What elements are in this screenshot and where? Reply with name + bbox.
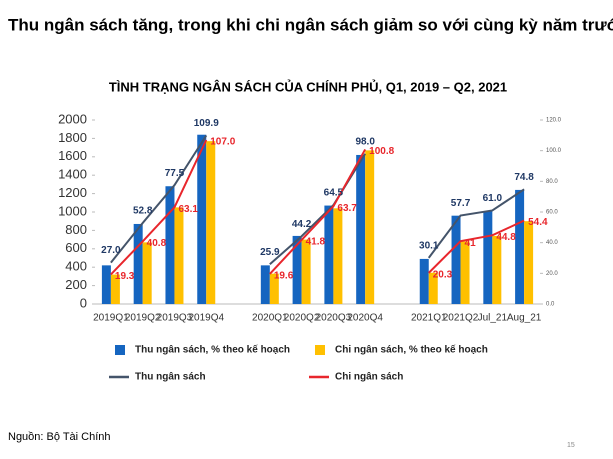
x-tick-label: 2019Q2: [125, 313, 161, 324]
x-tick-label: Aug_21: [507, 313, 542, 324]
line: [110, 139, 525, 276]
x-tick-label: 2019Q1: [93, 313, 129, 324]
y-tick-label: 1400: [58, 167, 87, 182]
data-label: 19.6: [274, 271, 294, 282]
chart-title: TÌNH TRẠNG NGÂN SÁCH CỦA CHÍNH PHỦ, Q1, …: [109, 79, 507, 94]
data-label: 44.8: [496, 232, 516, 243]
y-tick-label: 600: [65, 240, 87, 255]
y2-tick-label: 80.0: [546, 179, 558, 185]
y-tick-label: 200: [65, 277, 87, 292]
data-label: 41: [465, 238, 477, 249]
x-tick-label: 2019Q3: [157, 313, 193, 324]
bar: [451, 215, 461, 304]
data-label: 107.0: [210, 137, 235, 148]
data-label: 63.1: [178, 204, 198, 215]
bar: [460, 241, 470, 304]
data-label: 52.8: [133, 206, 153, 217]
data-label: 64.5: [324, 188, 344, 199]
data-label: 19.3: [115, 271, 135, 282]
slide-title: Thu ngân sách tăng, trong khi chi ngân s…: [8, 15, 613, 34]
bar: [206, 141, 216, 304]
data-label: 27.0: [101, 245, 121, 256]
page-number: 15: [567, 442, 575, 449]
legend-label: Thu ngân sách, % theo kế hoạch: [135, 344, 290, 356]
y2-tick-label: 100.0: [546, 148, 562, 154]
legend-label: Thu ngân sách: [135, 372, 206, 383]
x-tick-label: 2021Q2: [443, 313, 479, 324]
data-label: 41.8: [306, 237, 326, 248]
bar: [110, 274, 120, 304]
y-tick-label: 2000: [58, 111, 87, 126]
y-tick-label: 1000: [58, 203, 87, 218]
y-tick-label: 400: [65, 259, 87, 274]
bar: [356, 154, 366, 304]
bar: [301, 239, 311, 304]
data-label: 25.9: [260, 247, 280, 258]
x-tick-label: 2020Q4: [347, 313, 383, 324]
y2-tick-label: 120.0: [546, 118, 562, 124]
data-label: 20.3: [433, 270, 453, 281]
data-label: 77.5: [165, 168, 185, 179]
x-tick-label: 2020Q2: [284, 313, 320, 324]
legend-swatch: [115, 345, 125, 355]
y2-tick-label: 0.0: [546, 302, 555, 308]
data-label: 44.2: [292, 219, 312, 230]
bar: [428, 272, 438, 304]
data-label: 54.4: [528, 217, 548, 228]
bar: [142, 242, 152, 304]
bar: [269, 273, 279, 304]
data-label: 57.7: [451, 198, 471, 209]
data-label: 100.8: [369, 146, 394, 157]
bar: [524, 221, 534, 304]
bar: [483, 211, 493, 304]
y-tick-label: 0: [80, 295, 87, 310]
x-tick-label: 2021Q1: [411, 313, 447, 324]
bar: [292, 235, 302, 304]
y2-tick-label: 20.0: [546, 271, 558, 277]
legend-swatch: [315, 345, 325, 355]
y2-tick-label: 40.0: [546, 240, 558, 246]
x-tick-label: 2019Q4: [188, 313, 224, 324]
bar: [492, 235, 502, 304]
bar: [515, 189, 525, 304]
bar: [165, 186, 175, 304]
bar: [101, 265, 111, 304]
y-tick-label: 1600: [58, 148, 87, 163]
y-tick-label: 1200: [58, 185, 87, 200]
y-tick-label: 800: [65, 222, 87, 237]
data-label: 109.9: [194, 118, 219, 129]
bar: [133, 223, 143, 304]
x-tick-label: Jul_21: [478, 313, 508, 324]
y-tick-label: 1800: [58, 130, 87, 145]
data-label: 40.8: [147, 238, 167, 249]
x-tick-label: 2020Q3: [316, 313, 352, 324]
data-label: 98.0: [355, 136, 375, 147]
legend-label: Chi ngân sách, % theo kế hoạch: [335, 344, 488, 356]
legend-label: Chi ngân sách: [335, 372, 403, 383]
data-label: 74.8: [514, 172, 534, 183]
bar: [419, 258, 429, 304]
bar: [260, 265, 270, 304]
x-tick-label: 2020Q1: [252, 313, 288, 324]
data-label: 30.1: [419, 240, 439, 251]
bar: [324, 205, 334, 304]
bar: [174, 207, 184, 304]
source: Nguồn: Bộ Tài Chính: [8, 431, 111, 443]
data-label: 61.0: [483, 193, 503, 204]
bar: [333, 208, 343, 304]
data-label: 63.7: [337, 203, 357, 214]
y2-tick-label: 60.0: [546, 210, 558, 216]
bar: [197, 134, 207, 304]
bar: [365, 150, 375, 304]
